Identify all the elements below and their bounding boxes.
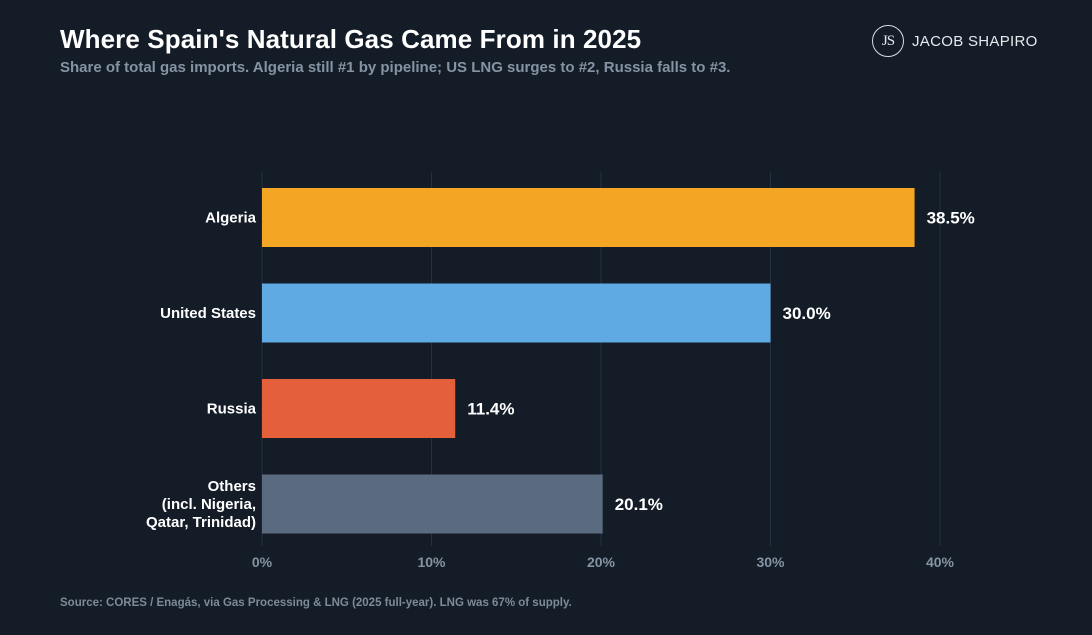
brand-name: JACOB SHAPIRO: [912, 32, 1038, 50]
category-label: United States: [160, 305, 256, 322]
data-label: 20.1%: [615, 495, 663, 514]
source-note: Source: CORES / Enagás, via Gas Processi…: [60, 597, 572, 609]
bar: [262, 188, 915, 247]
chart-title: Where Spain's Natural Gas Came From in 2…: [60, 24, 642, 54]
x-tick-label: 40%: [926, 554, 955, 570]
data-label: 30.0%: [783, 304, 831, 323]
bar: [262, 283, 771, 343]
data-label: 38.5%: [927, 209, 975, 228]
chart-subtitle: Share of total gas imports. Algeria stil…: [60, 59, 731, 76]
brand-logo: JS JACOB SHAPIRO: [872, 24, 1038, 58]
category-label: Algeria: [205, 210, 257, 227]
x-tick-label: 20%: [587, 554, 616, 570]
x-tick-label: 0%: [252, 554, 273, 570]
category-label: Russia: [207, 401, 257, 418]
bar: [262, 379, 456, 438]
category-label: Others (incl. Nigeria, Qatar, Trinidad): [146, 478, 256, 531]
x-tick-label: 10%: [417, 554, 446, 570]
brand-monogram-icon: JS: [872, 25, 904, 57]
x-tick-label: 30%: [756, 554, 785, 570]
bar: [262, 474, 603, 534]
data-label: 11.4%: [467, 400, 514, 419]
